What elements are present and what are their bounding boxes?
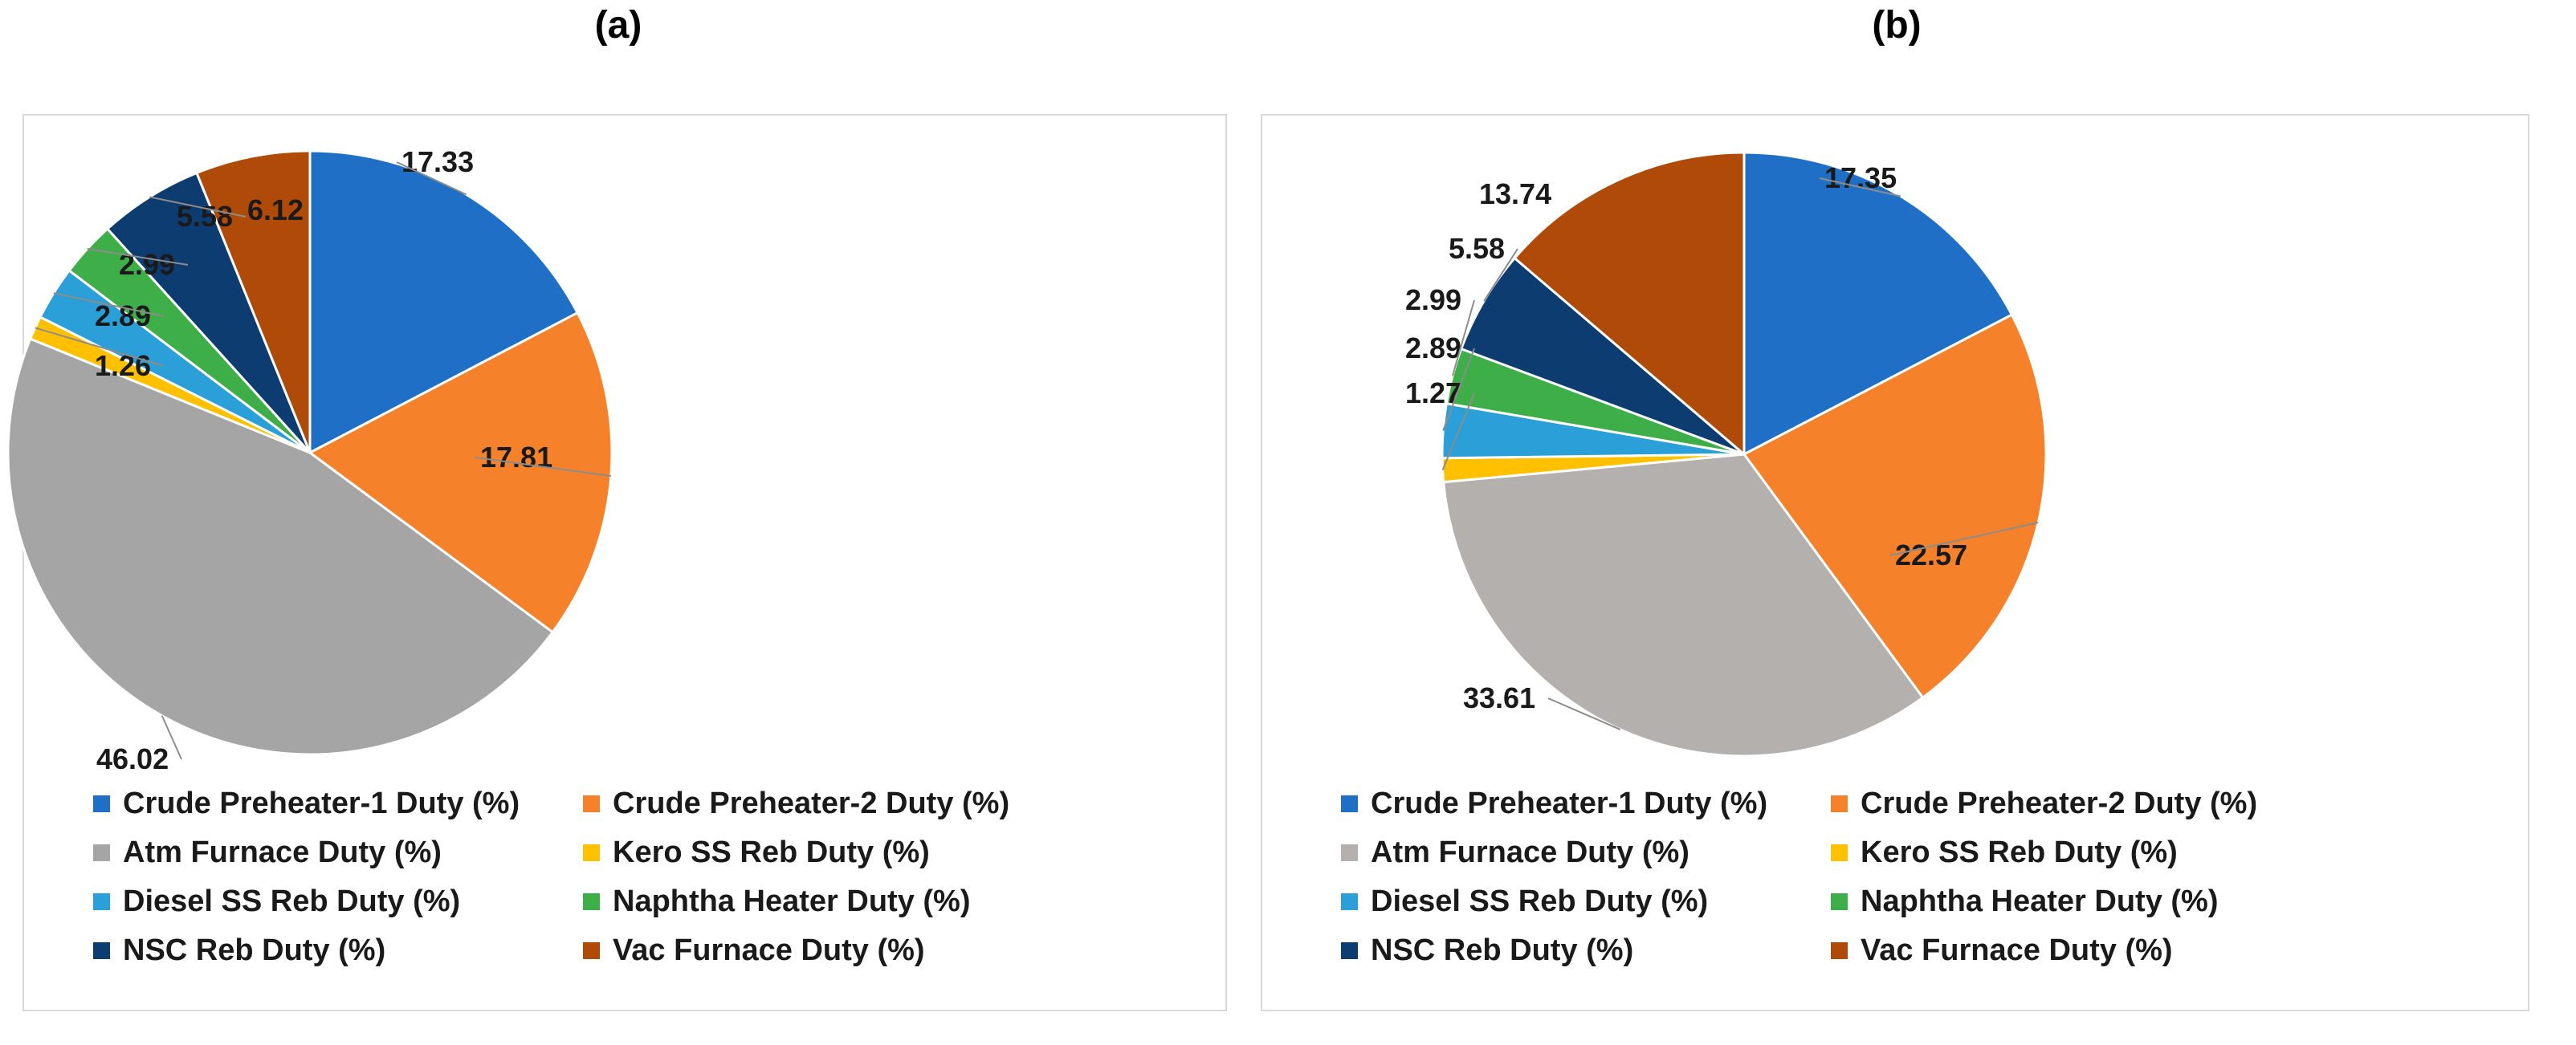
leader-line-crude-preheater-2-duty (475, 457, 612, 478)
legend-label: NSC Reb Duty (%) (123, 933, 386, 967)
legend-label: Atm Furnace Duty (%) (123, 836, 442, 869)
legend-label: Vac Furnace Duty (%) (613, 933, 925, 967)
legend-swatch (1341, 942, 1358, 959)
pie-slice-vac-furnace-duty (1513, 151, 1746, 457)
pie-slice-crude-preheater-1-duty (1742, 151, 2014, 457)
data-label-crude-preheater-1-duty: 17.33 (401, 145, 474, 178)
legend-item-nsc-reb-duty: NSC Reb Duty (%) (1341, 933, 1831, 968)
data-label-diesel-ss-reb-duty: 2.89 (1405, 331, 1461, 364)
legend-label: Crude Preheater-2 Duty (%) (613, 787, 1010, 820)
legend-swatch (583, 893, 600, 910)
legend-label: Kero SS Reb Duty (%) (613, 836, 930, 869)
data-label-crude-preheater-2-duty: 17.81 (480, 441, 552, 474)
data-label-nsc-reb-duty: 5.58 (177, 200, 233, 233)
legend-item-crude-preheater-2-duty: Crude Preheater-2 Duty (%) (1831, 787, 2321, 821)
legend-label: Naphtha Heater Duty (%) (613, 884, 971, 918)
data-label-naphtha-heater-duty: 2.99 (119, 248, 175, 281)
pie-slice-crude-preheater-1-duty (308, 149, 580, 455)
data-label-crude-preheater-2-duty: 22.57 (1895, 539, 1967, 571)
leader-line-nsc-reb-duty (149, 196, 247, 218)
legend-item-atm-furnace-duty: Atm Furnace Duty (%) (93, 836, 583, 870)
legend-item-kero-ss-reb-duty: Kero SS Reb Duty (%) (583, 836, 1073, 870)
chart-panel-b: 17.35 22.57 33.61 1.27 2.89 2.99 5.58 13.74 Cru… (1261, 114, 2529, 1011)
leader-line-naphtha-heater-duty (87, 248, 189, 266)
legend-swatch (583, 942, 600, 959)
legend-label: NSC Reb Duty (%) (1371, 933, 1634, 967)
legend-swatch (583, 795, 600, 812)
legend-item-diesel-ss-reb-duty: Diesel SS Reb Duty (%) (1341, 884, 1831, 919)
legend-item-crude-preheater-1-duty: Crude Preheater-1 Duty (%) (93, 787, 583, 821)
legend-b: Crude Preheater-1 Duty (%) Crude Preheate… (1341, 787, 2321, 968)
legend-item-crude-preheater-2-duty: Crude Preheater-2 Duty (%) (583, 787, 1073, 821)
legend-label: Diesel SS Reb Duty (%) (1371, 884, 1709, 918)
legend-swatch (93, 942, 110, 959)
chart-panel-a: 17.33 17.81 46.02 1.26 2.89 2.99 5.58 6.12 Crud… (6, 114, 1227, 1011)
legend-swatch (93, 795, 110, 812)
leader-line-crude-preheater-1-duty (396, 161, 467, 196)
legend-label: Vac Furnace Duty (%) (1861, 933, 2173, 967)
legend-item-crude-preheater-1-duty: Crude Preheater-1 Duty (%) (1341, 787, 1831, 821)
leader-line-crude-preheater-1-duty (1819, 177, 1901, 197)
data-label-nsc-reb-duty: 5.58 (1449, 232, 1505, 265)
legend-label: Crude Preheater-2 Duty (%) (1861, 787, 2258, 820)
leader-line-nsc-reb-duty (1483, 248, 1518, 302)
legend-swatch (1831, 893, 1848, 910)
legend-item-vac-furnace-duty: Vac Furnace Duty (%) (1831, 933, 2321, 968)
legend-swatch (1831, 795, 1848, 812)
data-label-atm-furnace-duty: 46.02 (96, 742, 169, 775)
leader-line-kero-ss-reb-duty (35, 327, 165, 367)
leader-line-atm-furnace-duty (1547, 697, 1621, 730)
leader-line-naphtha-heater-duty (1451, 299, 1475, 376)
legend-label: Crude Preheater-1 Duty (%) (123, 787, 520, 820)
legend-swatch (1831, 844, 1848, 861)
data-label-diesel-ss-reb-duty: 2.89 (95, 299, 151, 332)
data-label-naphtha-heater-duty: 2.99 (1405, 283, 1461, 316)
leader-line-diesel-ss-reb-duty (53, 292, 165, 317)
panel-a-title: (a) (594, 4, 642, 47)
leader-line-crude-preheater-2-duty (1889, 522, 2039, 556)
data-label-vac-furnace-duty: 13.74 (1479, 177, 1551, 210)
legend-item-atm-furnace-duty: Atm Furnace Duty (%) (1341, 836, 1831, 870)
pie-chart-b: 17.35 22.57 33.61 1.27 2.89 2.99 5.58 13.74 (1405, 151, 2048, 758)
legend-item-vac-furnace-duty: Vac Furnace Duty (%) (583, 933, 1073, 968)
legend-item-nsc-reb-duty: NSC Reb Duty (%) (93, 933, 583, 968)
leader-line-atm-furnace-duty (161, 715, 182, 760)
leader-line-diesel-ss-reb-duty (1442, 348, 1475, 431)
legend-swatch (583, 844, 600, 861)
data-label-vac-furnace-duty: 6.12 (247, 193, 304, 226)
pie-slice-atm-furnace-duty (1441, 453, 1925, 758)
legend-swatch (1341, 893, 1358, 910)
legend-label: Kero SS Reb Duty (%) (1861, 836, 2178, 869)
legend-item-naphtha-heater-duty: Naphtha Heater Duty (%) (583, 884, 1073, 919)
legend-swatch (1341, 844, 1358, 861)
legend-item-diesel-ss-reb-duty: Diesel SS Reb Duty (%) (93, 884, 583, 919)
legend-label: Atm Furnace Duty (%) (1371, 836, 1689, 869)
data-label-kero-ss-reb-duty: 1.27 (1405, 376, 1461, 409)
leader-line-kero-ss-reb-duty (1441, 392, 1475, 471)
legend-label: Diesel SS Reb Duty (%) (123, 884, 461, 918)
legend-a: Crude Preheater-1 Duty (%) Crude Preheate… (93, 787, 1073, 968)
pie-slice-vac-furnace-duty (194, 149, 312, 453)
legend-swatch (1831, 942, 1848, 959)
data-label-atm-furnace-duty: 33.61 (1463, 681, 1535, 714)
legend-item-naphtha-heater-duty: Naphtha Heater Duty (%) (1831, 884, 2321, 919)
legend-swatch (1341, 795, 1358, 812)
legend-label: Crude Preheater-1 Duty (%) (1371, 787, 1768, 820)
legend-item-kero-ss-reb-duty: Kero SS Reb Duty (%) (1831, 836, 2321, 870)
legend-label: Naphtha Heater Duty (%) (1861, 884, 2219, 918)
legend-swatch (93, 844, 110, 861)
panel-b-title: (b) (1872, 4, 1922, 47)
legend-swatch (93, 893, 110, 910)
data-label-crude-preheater-1-duty: 17.35 (1824, 161, 1897, 194)
